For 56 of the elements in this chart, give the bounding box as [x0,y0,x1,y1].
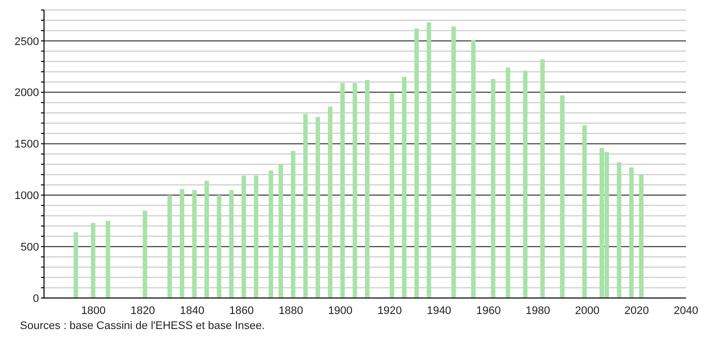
x-tick-label: 1920 [377,304,402,317]
x-tick-label: 1840 [180,304,204,317]
y-tick-label: 1000 [14,190,39,202]
x-tick-label: 1960 [476,304,501,317]
bar [451,26,456,298]
bar [629,167,634,298]
bar [278,164,284,298]
bar [490,78,496,298]
bar [303,114,308,298]
bar [365,80,370,298]
x-tick-label: 1820 [130,304,156,317]
bar [204,180,209,298]
bar [106,220,110,298]
bar [167,195,172,298]
bar [90,222,96,298]
bar [192,190,197,298]
bar [216,195,222,298]
x-tick-label: 1980 [526,304,550,317]
x-tick-label: 2040 [674,304,698,317]
bar [402,76,406,298]
x-tick-label: 2000 [574,304,600,317]
bar [316,116,320,298]
bar [290,150,296,298]
x-tick-label: 2020 [624,304,649,317]
bar [242,176,246,298]
bar [390,93,394,298]
bar [340,83,345,298]
bar [352,83,358,298]
bar [74,232,78,298]
bar [142,210,148,298]
bar [560,95,565,298]
bar [328,106,332,298]
bar [229,190,234,298]
y-tick-label: 500 [20,241,39,254]
y-tick-label: 1500 [14,138,39,151]
x-tick-label: 1940 [426,304,452,317]
bar [582,125,587,298]
bar [639,174,644,298]
bar [471,40,476,298]
x-tick-label: 1860 [229,304,254,317]
y-tick-label: 2000 [14,87,39,100]
y-tick-label: 2500 [14,36,39,48]
bar [523,70,528,298]
x-tick-label: 1880 [278,304,304,317]
bar [268,170,274,298]
x-tick-label: 1900 [328,304,353,317]
bar [540,59,545,298]
bar [506,68,510,298]
x-tick-label: 1800 [81,304,106,317]
bar [414,28,419,298]
y-tick-label: 0 [32,292,39,305]
source-note: Sources : base Cassini de l'EHESS et base Insee. [20,320,265,332]
bar [180,188,184,298]
bar [616,162,622,298]
bar [426,22,432,298]
bar [254,176,258,298]
